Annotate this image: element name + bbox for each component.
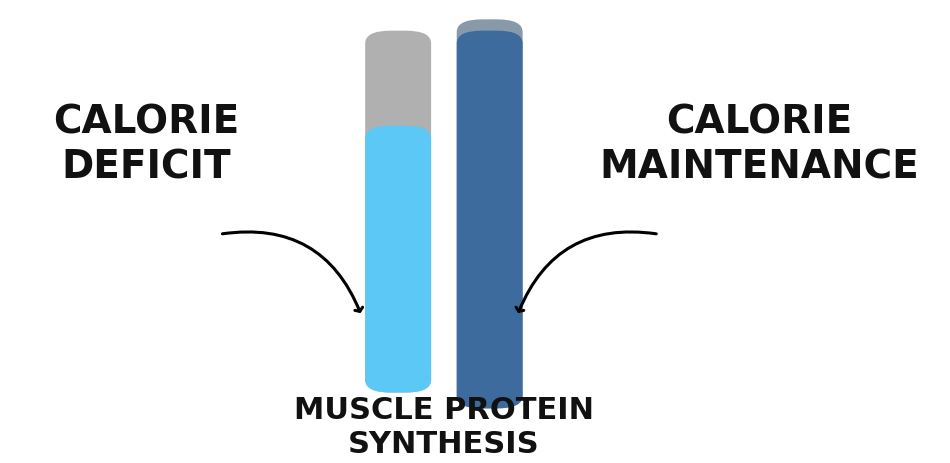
FancyBboxPatch shape [457, 31, 522, 408]
FancyBboxPatch shape [365, 126, 431, 393]
FancyBboxPatch shape [457, 20, 522, 408]
Text: CALORIE
MAINTENANCE: CALORIE MAINTENANCE [599, 103, 920, 186]
Text: MUSCLE PROTEIN
SYNTHESIS: MUSCLE PROTEIN SYNTHESIS [294, 395, 594, 458]
FancyBboxPatch shape [365, 31, 431, 393]
Text: CALORIE
DEFICIT: CALORIE DEFICIT [53, 103, 239, 186]
